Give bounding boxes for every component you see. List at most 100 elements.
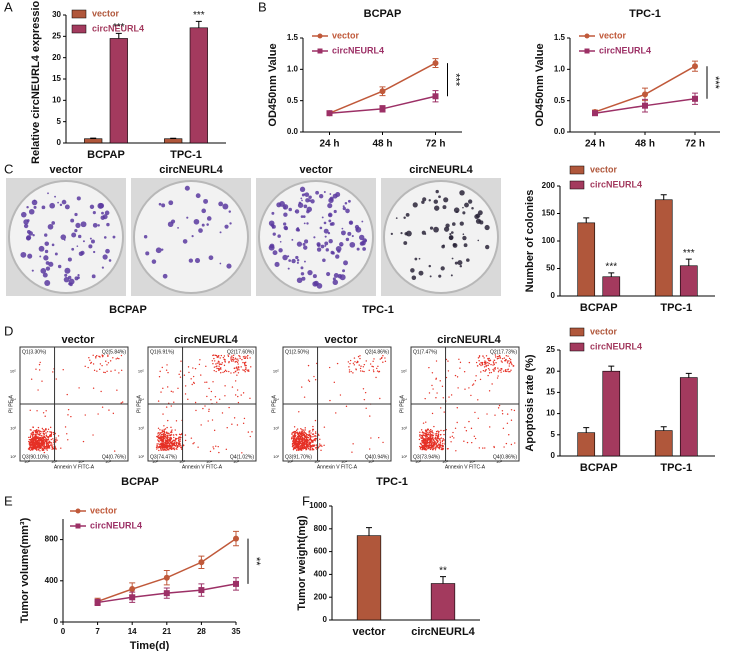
cell-dot bbox=[174, 441, 176, 443]
legend-swatch bbox=[71, 9, 87, 19]
cell-dot bbox=[98, 368, 101, 371]
cell-dot bbox=[506, 370, 508, 373]
cell-dot bbox=[441, 445, 444, 448]
cell-dot bbox=[163, 442, 165, 444]
colony bbox=[316, 247, 322, 252]
colony bbox=[345, 237, 350, 242]
cell-dot bbox=[497, 407, 500, 409]
cell-dot bbox=[240, 394, 242, 396]
point bbox=[692, 95, 698, 102]
cell-dot bbox=[157, 439, 159, 441]
colony bbox=[92, 211, 96, 215]
cell-dot bbox=[431, 441, 434, 443]
colony bbox=[457, 260, 463, 266]
flow-tick: 10³ bbox=[179, 459, 185, 464]
colony bbox=[151, 259, 157, 264]
flow-tick: 10⁵ bbox=[10, 369, 16, 374]
x-tick-label: circNEURL4 bbox=[411, 626, 475, 638]
cell-dot bbox=[157, 443, 159, 445]
colony bbox=[77, 274, 80, 277]
cell-dot bbox=[97, 413, 99, 415]
cell-dot bbox=[362, 388, 365, 390]
cell-dot bbox=[503, 446, 505, 448]
cell-dot bbox=[37, 433, 39, 435]
cell-dot bbox=[488, 372, 491, 374]
cell-dot bbox=[215, 363, 217, 365]
colony bbox=[198, 228, 203, 233]
cell-dot bbox=[428, 447, 430, 449]
flow-tick: 10² bbox=[415, 459, 421, 464]
cell-dot bbox=[471, 384, 474, 386]
cell-dot bbox=[350, 370, 352, 373]
cell-dot bbox=[172, 444, 174, 446]
group-label: BCPAP bbox=[121, 476, 159, 488]
cell-dot bbox=[499, 357, 501, 359]
cell-dot bbox=[221, 362, 223, 364]
cell-dot bbox=[482, 369, 485, 372]
cell-dot bbox=[213, 357, 215, 360]
cell-dot bbox=[41, 443, 43, 445]
cell-dot bbox=[213, 366, 216, 368]
cell-dot bbox=[422, 437, 425, 439]
cell-dot bbox=[158, 441, 160, 443]
y-tick-label: 800 bbox=[314, 524, 328, 533]
y-tick-label: 1000 bbox=[309, 501, 327, 510]
y-tick-label: 150 bbox=[542, 209, 556, 218]
cell-dot bbox=[501, 410, 504, 412]
cell-dot bbox=[213, 429, 216, 432]
colony bbox=[462, 235, 467, 241]
cell-dot bbox=[180, 448, 183, 450]
cell-dot bbox=[239, 355, 241, 358]
cell-dot bbox=[179, 370, 182, 372]
cell-dot bbox=[167, 432, 169, 434]
cell-dot bbox=[304, 429, 306, 431]
cell-dot bbox=[359, 355, 361, 357]
cell-dot bbox=[60, 447, 62, 449]
flow-title: circNEURL4 bbox=[437, 334, 501, 346]
flow-tick: 10² bbox=[24, 459, 30, 464]
colony bbox=[435, 189, 439, 194]
colony bbox=[323, 191, 326, 194]
error-bar bbox=[583, 427, 590, 433]
cell-dot bbox=[233, 417, 236, 419]
cell-dot bbox=[166, 364, 168, 366]
cell-dot bbox=[37, 426, 40, 429]
colony bbox=[454, 261, 458, 265]
cell-dot bbox=[475, 375, 477, 377]
cell-dot bbox=[169, 437, 172, 439]
significance: *** bbox=[683, 248, 695, 259]
cell-dot bbox=[232, 354, 235, 357]
cell-dot bbox=[314, 379, 317, 381]
flow-axis-label: PI PE-A bbox=[271, 394, 277, 412]
cell-dot bbox=[225, 448, 228, 451]
cell-dot bbox=[29, 446, 31, 448]
cell-dot bbox=[426, 444, 428, 447]
error-bar bbox=[583, 217, 590, 223]
colony bbox=[433, 199, 439, 204]
cell-dot bbox=[422, 422, 425, 424]
cell-dot bbox=[356, 360, 359, 363]
cell-dot bbox=[232, 360, 235, 362]
cell-dot bbox=[307, 440, 310, 442]
cell-dot bbox=[28, 448, 30, 451]
significance: *** bbox=[193, 10, 205, 21]
colony bbox=[418, 257, 421, 260]
cell-dot bbox=[84, 365, 86, 368]
cell-dot bbox=[510, 443, 513, 446]
colony bbox=[300, 266, 304, 270]
group-label: TPC-1 bbox=[362, 304, 394, 316]
cell-dot bbox=[224, 360, 226, 362]
cell-dot bbox=[32, 447, 34, 449]
cell-dot bbox=[164, 428, 167, 430]
cell-dot bbox=[36, 437, 38, 439]
cell-dot bbox=[312, 448, 314, 450]
cell-dot bbox=[511, 363, 513, 366]
cell-dot bbox=[427, 444, 429, 447]
colony bbox=[306, 222, 309, 225]
cell-dot bbox=[500, 371, 502, 373]
cell-dot bbox=[420, 429, 423, 431]
cell-dot bbox=[246, 369, 248, 371]
legend-label: circNEURL4 bbox=[90, 520, 142, 530]
cell-dot bbox=[488, 390, 491, 392]
cell-dot bbox=[482, 447, 484, 449]
